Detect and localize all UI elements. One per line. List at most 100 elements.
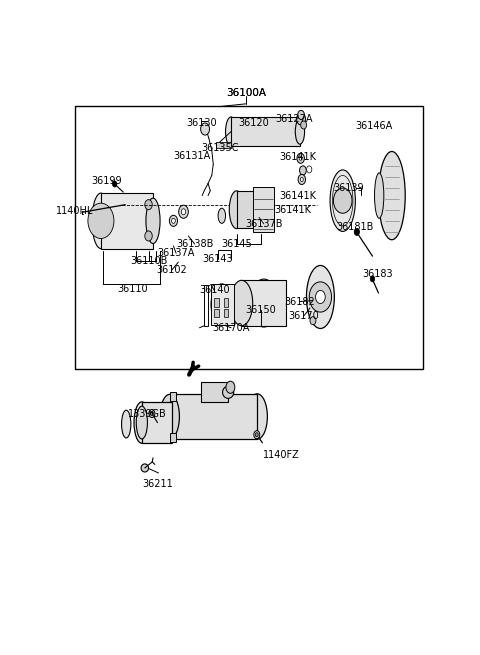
Circle shape (201, 123, 210, 135)
Text: 36100A: 36100A (226, 88, 266, 98)
Ellipse shape (261, 194, 271, 225)
Text: 36211: 36211 (142, 479, 173, 489)
Ellipse shape (208, 385, 221, 400)
Bar (216, 142, 231, 148)
Ellipse shape (211, 284, 233, 326)
Text: 36138B: 36138B (176, 239, 213, 249)
Bar (170, 433, 177, 441)
Circle shape (307, 166, 312, 173)
Text: 36135C: 36135C (201, 143, 239, 153)
Bar (224, 309, 228, 316)
Ellipse shape (374, 173, 384, 218)
Ellipse shape (253, 285, 274, 321)
Circle shape (300, 178, 303, 181)
Text: 36137B: 36137B (245, 219, 283, 229)
Ellipse shape (92, 193, 110, 248)
Text: 36110B: 36110B (131, 256, 168, 266)
Circle shape (298, 111, 304, 119)
Circle shape (181, 209, 186, 215)
Text: 36110: 36110 (117, 284, 148, 294)
Bar (101, 193, 153, 248)
Ellipse shape (306, 265, 335, 329)
Bar (75, 106, 423, 369)
Text: 36181B: 36181B (336, 223, 373, 233)
Circle shape (150, 411, 154, 415)
Ellipse shape (250, 279, 278, 327)
Circle shape (171, 218, 175, 223)
Text: 36170: 36170 (288, 310, 319, 321)
Bar (241, 280, 286, 326)
Circle shape (334, 188, 352, 214)
Circle shape (297, 113, 306, 125)
Bar (231, 117, 300, 146)
Text: 36150: 36150 (245, 305, 276, 314)
Bar (215, 309, 219, 316)
Text: 36146A: 36146A (356, 121, 393, 131)
Ellipse shape (121, 410, 131, 438)
Text: 36145: 36145 (222, 239, 252, 249)
Ellipse shape (160, 394, 180, 439)
Text: 36143: 36143 (203, 254, 233, 264)
Bar (204, 286, 208, 326)
Text: 36141K: 36141K (279, 191, 317, 200)
Circle shape (145, 200, 152, 210)
Ellipse shape (146, 198, 160, 244)
Text: 1339GB: 1339GB (128, 409, 167, 419)
Text: 36100A: 36100A (226, 88, 266, 98)
Text: 36139: 36139 (333, 183, 364, 193)
Circle shape (297, 153, 304, 163)
Text: 36182: 36182 (285, 297, 315, 307)
Text: 36183: 36183 (363, 269, 394, 279)
Bar (211, 284, 234, 325)
Bar (142, 402, 172, 443)
Ellipse shape (230, 280, 252, 326)
Circle shape (112, 181, 117, 187)
Text: 36141K: 36141K (274, 205, 311, 215)
Text: 36140: 36140 (199, 286, 230, 295)
Circle shape (300, 121, 307, 129)
Circle shape (255, 433, 258, 437)
Circle shape (310, 316, 316, 325)
Circle shape (149, 409, 155, 417)
Text: 36127A: 36127A (276, 114, 313, 124)
Text: 1140HL: 1140HL (56, 206, 94, 215)
Circle shape (354, 229, 360, 235)
Ellipse shape (136, 406, 147, 439)
Circle shape (145, 231, 152, 241)
Ellipse shape (223, 386, 234, 398)
Ellipse shape (330, 170, 355, 231)
Text: 1140FZ: 1140FZ (263, 451, 300, 460)
Circle shape (179, 205, 188, 218)
Ellipse shape (247, 394, 267, 440)
Text: 36130: 36130 (186, 118, 216, 128)
Bar (215, 299, 219, 307)
Circle shape (309, 282, 332, 312)
Ellipse shape (378, 151, 405, 240)
Circle shape (315, 290, 325, 303)
Circle shape (88, 203, 114, 238)
Text: 36141K: 36141K (279, 152, 317, 162)
Bar (237, 191, 266, 229)
Circle shape (169, 215, 178, 227)
Ellipse shape (134, 402, 150, 443)
Circle shape (300, 166, 306, 175)
Bar (224, 299, 228, 307)
Circle shape (254, 430, 260, 439)
Text: 36131A: 36131A (173, 151, 211, 161)
Ellipse shape (218, 208, 226, 223)
Ellipse shape (229, 191, 244, 229)
Ellipse shape (295, 119, 305, 144)
Text: 36170A: 36170A (213, 323, 250, 333)
Bar (170, 392, 177, 402)
Text: 36120: 36120 (238, 118, 269, 128)
Ellipse shape (226, 117, 237, 146)
Bar (202, 383, 228, 402)
Bar (170, 394, 257, 440)
Text: 36102: 36102 (156, 265, 187, 275)
Circle shape (370, 276, 375, 282)
Text: 36199: 36199 (91, 176, 122, 187)
Circle shape (299, 157, 302, 160)
Circle shape (298, 174, 306, 185)
Circle shape (226, 381, 235, 393)
Ellipse shape (141, 464, 148, 472)
